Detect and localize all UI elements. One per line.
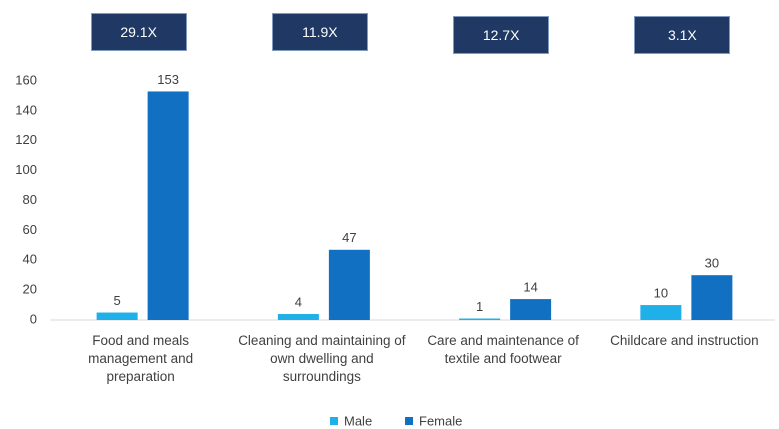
x-tick-label: Care and maintenance of textile and foot…	[427, 333, 579, 366]
value-label: 5	[114, 293, 121, 308]
y-tick-label: 20	[23, 282, 37, 297]
bar	[96, 312, 138, 320]
y-tick-label: 140	[15, 102, 37, 117]
bar	[277, 314, 319, 320]
bar	[640, 305, 682, 320]
value-label: 1	[476, 299, 483, 314]
y-tick-label: 120	[15, 132, 37, 147]
legend-swatch	[405, 417, 413, 425]
legend-label: Female	[419, 413, 462, 428]
y-tick-label: 40	[23, 252, 37, 267]
value-label: 10	[654, 286, 668, 301]
ratio-box: 29.1X	[90, 13, 187, 51]
value-label: 47	[342, 230, 356, 245]
value-label: 4	[295, 294, 302, 309]
x-tick-label: Food and meals management and preparatio…	[88, 333, 194, 384]
bar	[459, 318, 501, 320]
x-tick-label: Cleaning and maintaining of own dwelling…	[238, 333, 406, 384]
y-tick-label: 0	[30, 311, 37, 326]
bar	[328, 249, 370, 320]
value-label: 30	[705, 256, 719, 271]
ratio-box: 11.9X	[271, 13, 368, 51]
x-tick-label: Childcare and instruction	[610, 333, 759, 348]
value-label: 14	[523, 280, 537, 295]
ratio-box: 12.7X	[453, 16, 550, 54]
bar	[510, 299, 552, 320]
y-tick-label: 80	[23, 192, 37, 207]
y-tick-label: 100	[15, 162, 37, 177]
y-tick-label: 60	[23, 222, 37, 237]
ratio-box: 3.1X	[634, 16, 731, 54]
bar	[147, 91, 189, 320]
legend-label: Male	[344, 413, 372, 428]
y-tick-label: 160	[15, 72, 37, 87]
legend-swatch	[330, 417, 338, 425]
bar	[691, 275, 733, 320]
value-label: 153	[157, 72, 179, 87]
